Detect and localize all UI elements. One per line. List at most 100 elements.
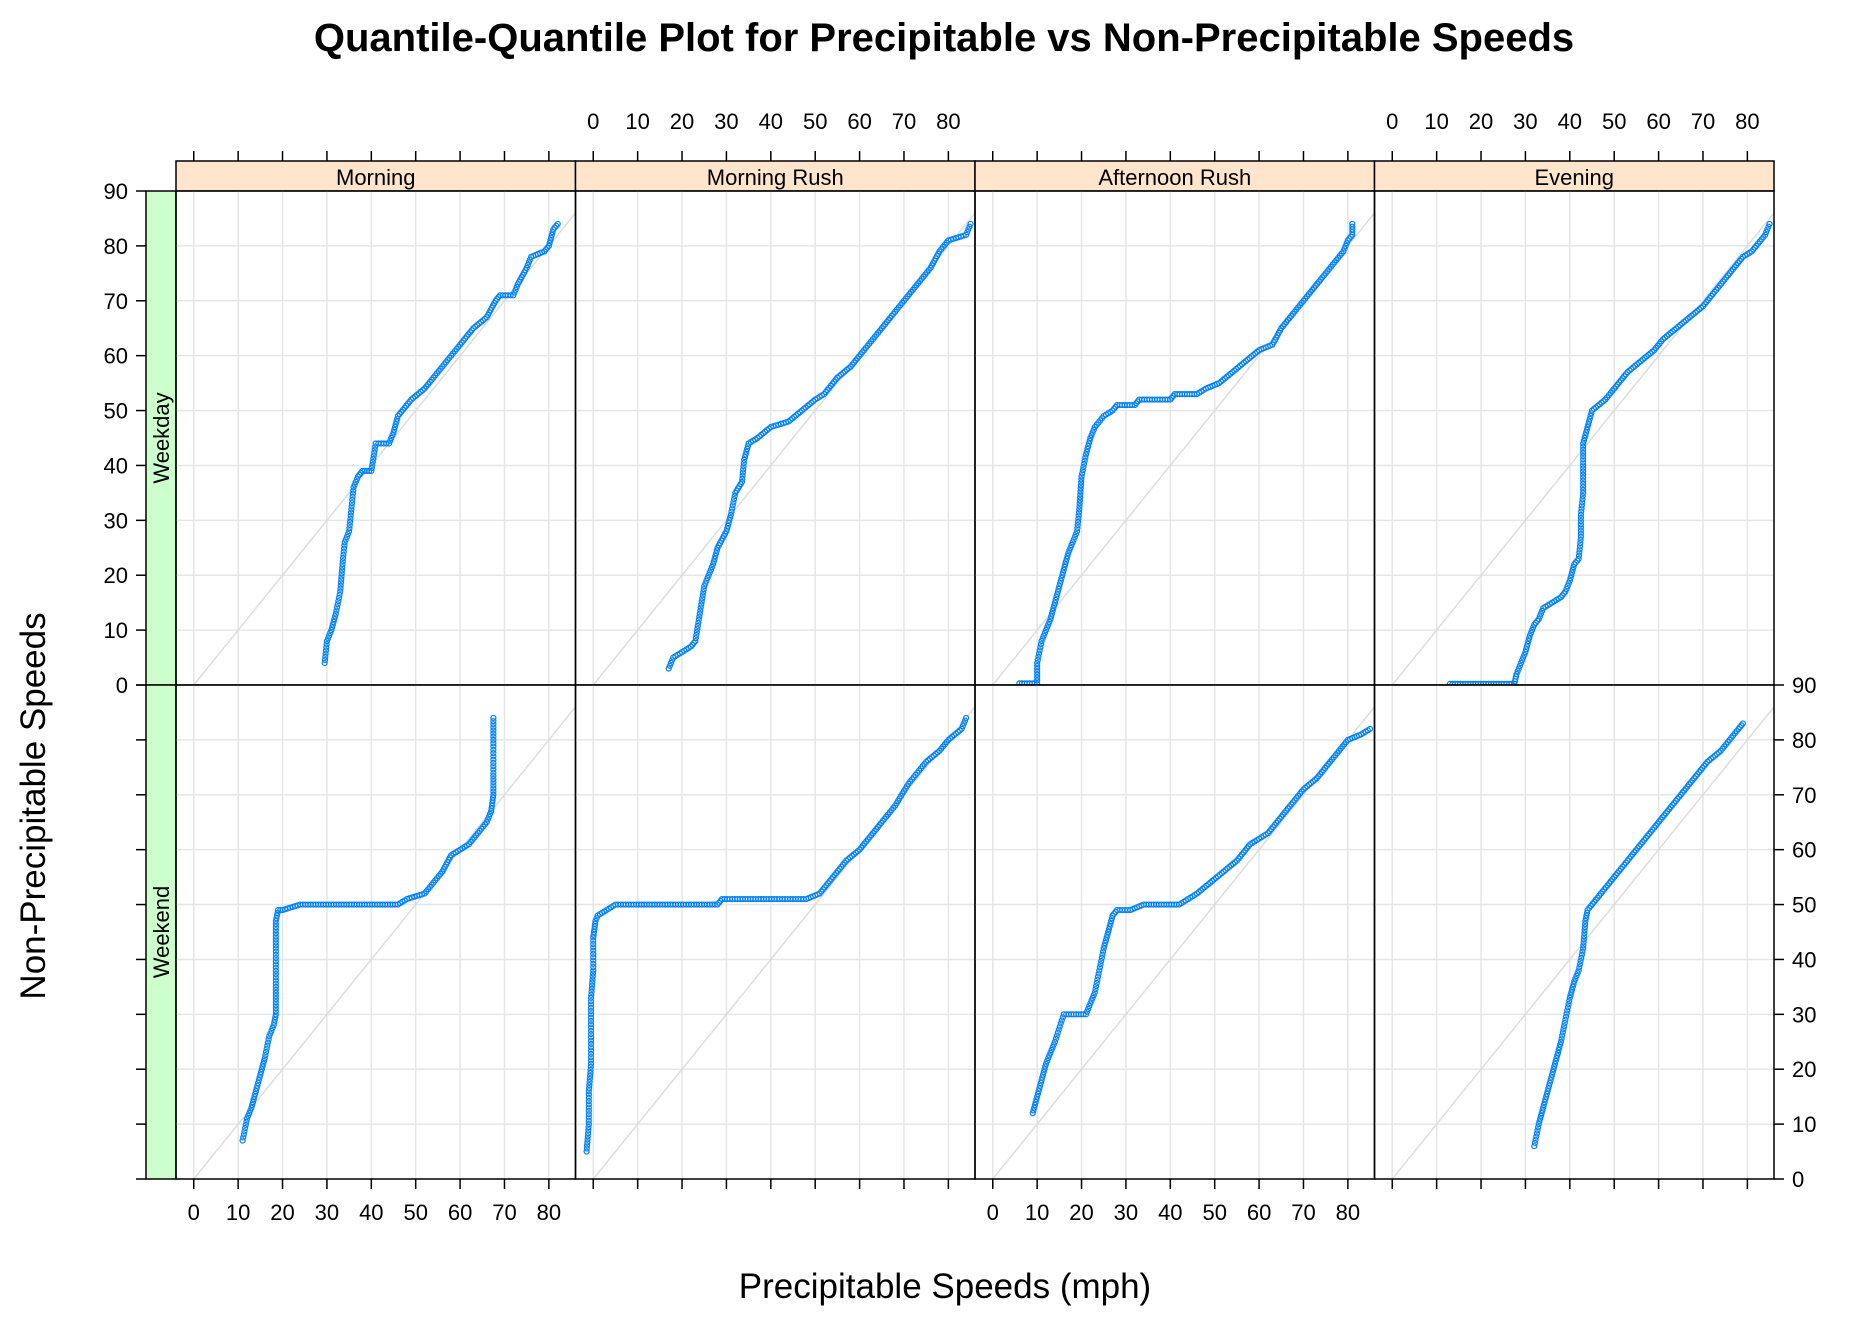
qq-point xyxy=(1077,494,1084,501)
qq-point xyxy=(346,521,353,529)
qq-point xyxy=(1540,1104,1547,1111)
qq-point xyxy=(1080,460,1088,467)
x-axis-top-col-2: 0 10 20 30 40 50 60 70 80 xyxy=(587,109,961,161)
qq-point xyxy=(585,1107,592,1115)
panel-weekend-morning xyxy=(175,684,577,1180)
x-tick-label: 10 xyxy=(226,1200,250,1225)
qq-point xyxy=(1052,1035,1059,1042)
qq-point xyxy=(1099,951,1106,958)
qq-point xyxy=(368,464,375,471)
qq-point xyxy=(338,573,345,580)
qq-points xyxy=(1029,725,1374,1117)
qq-point xyxy=(272,1002,279,1009)
qq-point xyxy=(587,1040,595,1048)
qq-point xyxy=(589,979,596,986)
qq-point xyxy=(1568,989,1575,996)
qq-point xyxy=(590,967,597,974)
x-axis-top-col-4: 0 10 20 30 40 50 60 70 80 xyxy=(1386,109,1760,161)
qq-point xyxy=(258,1066,265,1073)
qq-point xyxy=(1579,492,1586,500)
x-tick-label: 30 xyxy=(714,109,738,134)
qq-point xyxy=(1576,546,1583,553)
qq-point xyxy=(336,591,343,598)
panel-frame xyxy=(574,190,976,686)
qq-point xyxy=(1541,1099,1548,1106)
qq-point xyxy=(696,613,703,620)
qq-point xyxy=(1531,1139,1539,1147)
qq-point xyxy=(370,452,377,459)
qq-point xyxy=(1580,483,1587,490)
qq-point xyxy=(743,448,750,455)
qq-point xyxy=(590,940,597,948)
qq-point xyxy=(587,1037,595,1044)
y-tick-label: 60 xyxy=(104,344,128,369)
qq-point xyxy=(1555,1046,1562,1054)
qq-point xyxy=(1580,945,1587,952)
qq-point xyxy=(726,517,733,524)
qq-point xyxy=(1077,488,1084,495)
qq-point xyxy=(698,598,705,605)
qq-point xyxy=(700,586,707,593)
qq-point xyxy=(744,445,751,453)
qq-point xyxy=(710,561,717,568)
qq-point xyxy=(273,915,280,922)
qq-point xyxy=(587,1030,595,1038)
x-ticks-top-col-1 xyxy=(193,151,550,161)
qq-point xyxy=(1041,1066,1048,1073)
qq-point xyxy=(1523,643,1531,650)
qq-point xyxy=(1062,558,1070,565)
y-tick-label: 10 xyxy=(1792,1112,1816,1137)
panel-plot-area xyxy=(1374,685,1774,1179)
chart-title: Quantile-Quantile Plot for Precipitable … xyxy=(314,16,1574,60)
qq-point xyxy=(738,478,746,486)
x-tick-label: 20 xyxy=(670,109,694,134)
reference-line xyxy=(592,706,975,1179)
panel-plot-area xyxy=(1374,191,1774,685)
panel-weekend-evening xyxy=(1373,684,1775,1180)
qq-point xyxy=(371,449,378,456)
qq-point xyxy=(1550,1066,1557,1073)
qq-point xyxy=(249,1099,257,1106)
qq-point xyxy=(1565,1001,1572,1008)
qq-point xyxy=(347,515,354,522)
qq-point xyxy=(1096,964,1104,971)
x-tick-label: 0 xyxy=(1386,109,1398,134)
qq-point xyxy=(592,920,599,927)
qq-point xyxy=(1086,437,1093,444)
qq-point xyxy=(1540,1101,1548,1109)
axes-layer: 0 10 20 30 40 50 60 70 80 0 10 20 30 40 50 60 70 80 0 10 20 3… xyxy=(104,109,1817,1225)
qq-point xyxy=(1577,518,1585,525)
qq-point xyxy=(587,1011,595,1018)
qq-point xyxy=(1587,412,1594,420)
qq-point xyxy=(272,980,279,987)
qq-point xyxy=(1577,511,1585,518)
x-tick-label: 30 xyxy=(1114,1200,1138,1225)
qq-point xyxy=(1058,1017,1065,1024)
qq-point xyxy=(1082,451,1090,458)
qq-point xyxy=(1581,927,1588,934)
qq-point xyxy=(1524,640,1531,647)
qq-point xyxy=(252,1088,259,1095)
qq-point xyxy=(254,1082,261,1089)
qq-point xyxy=(335,594,343,602)
qq-point xyxy=(348,499,356,507)
qq-point xyxy=(584,1139,591,1146)
qq-point xyxy=(586,1072,594,1080)
qq-point xyxy=(1559,1032,1566,1039)
qq-point xyxy=(546,240,553,247)
qq-point xyxy=(1538,1110,1545,1117)
qq-point xyxy=(1580,486,1587,493)
qq-point xyxy=(490,746,497,753)
qq-point xyxy=(1580,936,1587,943)
x-tick-label: 30 xyxy=(1513,109,1537,134)
qq-point xyxy=(585,1088,592,1095)
y-axis-title: Non-Precipitable Speeds xyxy=(14,612,53,999)
qq-point xyxy=(1057,577,1064,584)
qq-point xyxy=(694,625,701,632)
x-tick-label: 20 xyxy=(270,1200,294,1225)
qq-point xyxy=(1084,445,1091,453)
qq-point xyxy=(711,555,718,562)
qq-point xyxy=(347,509,355,516)
qq-point xyxy=(260,1057,268,1065)
